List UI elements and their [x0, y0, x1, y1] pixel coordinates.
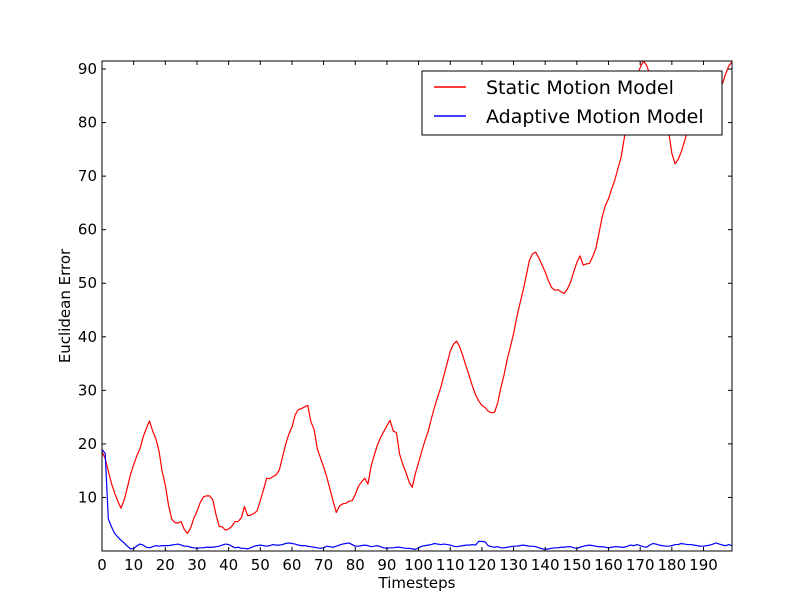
x-tick-label: 120 — [468, 556, 497, 574]
x-tick-label: 100 — [404, 556, 433, 574]
x-tick-label: 160 — [594, 556, 623, 574]
y-tick-label: 70 — [78, 167, 97, 185]
y-axis: 10 20 30 40 50 60 70 80 90 — [78, 60, 732, 506]
x-tick-label: 0 — [97, 556, 107, 574]
y-tick-label: 90 — [78, 60, 97, 78]
y-tick-label: 20 — [78, 435, 97, 453]
x-tick-label: 80 — [346, 556, 365, 574]
legend-label-adaptive: Adaptive Motion Model — [486, 106, 704, 128]
y-tick-label: 40 — [78, 328, 97, 346]
x-tick-label: 170 — [626, 556, 655, 574]
y-tick-label: 60 — [78, 221, 97, 239]
y-tick-label: 80 — [78, 114, 97, 132]
x-tick-label: 110 — [436, 556, 465, 574]
legend-label-static: Static Motion Model — [486, 77, 674, 99]
x-tick-label: 90 — [377, 556, 396, 574]
series-line-adaptive — [101, 448, 733, 550]
x-tick-label: 10 — [124, 556, 143, 574]
x-axis: 0 10 20 30 40 50 60 70 80 90 100 110 120 130 140 150 160… — [97, 61, 718, 574]
x-tick-label: 60 — [282, 556, 301, 574]
plot-frame — [101, 60, 733, 552]
x-tick-label: 130 — [499, 556, 528, 574]
legend: Static Motion Model Adaptive Motion Mode… — [421, 70, 723, 136]
y-tick-label: 50 — [78, 274, 97, 292]
x-tick-label: 50 — [251, 556, 270, 574]
x-axis-title: Timesteps — [378, 574, 456, 592]
x-tick-label: 40 — [219, 556, 238, 574]
x-tick-label: 20 — [156, 556, 175, 574]
y-tick-label: 30 — [78, 381, 97, 399]
x-tick-label: 140 — [531, 556, 560, 574]
x-tick-label: 30 — [187, 556, 206, 574]
legend-box — [421, 70, 723, 136]
x-tick-label: 70 — [314, 556, 333, 574]
y-axis-title: Euclidean Error — [56, 248, 74, 363]
x-tick-label: 180 — [658, 556, 687, 574]
x-tick-label: 150 — [563, 556, 592, 574]
y-tick-label: 10 — [78, 488, 97, 506]
x-tick-label: 190 — [689, 556, 718, 574]
